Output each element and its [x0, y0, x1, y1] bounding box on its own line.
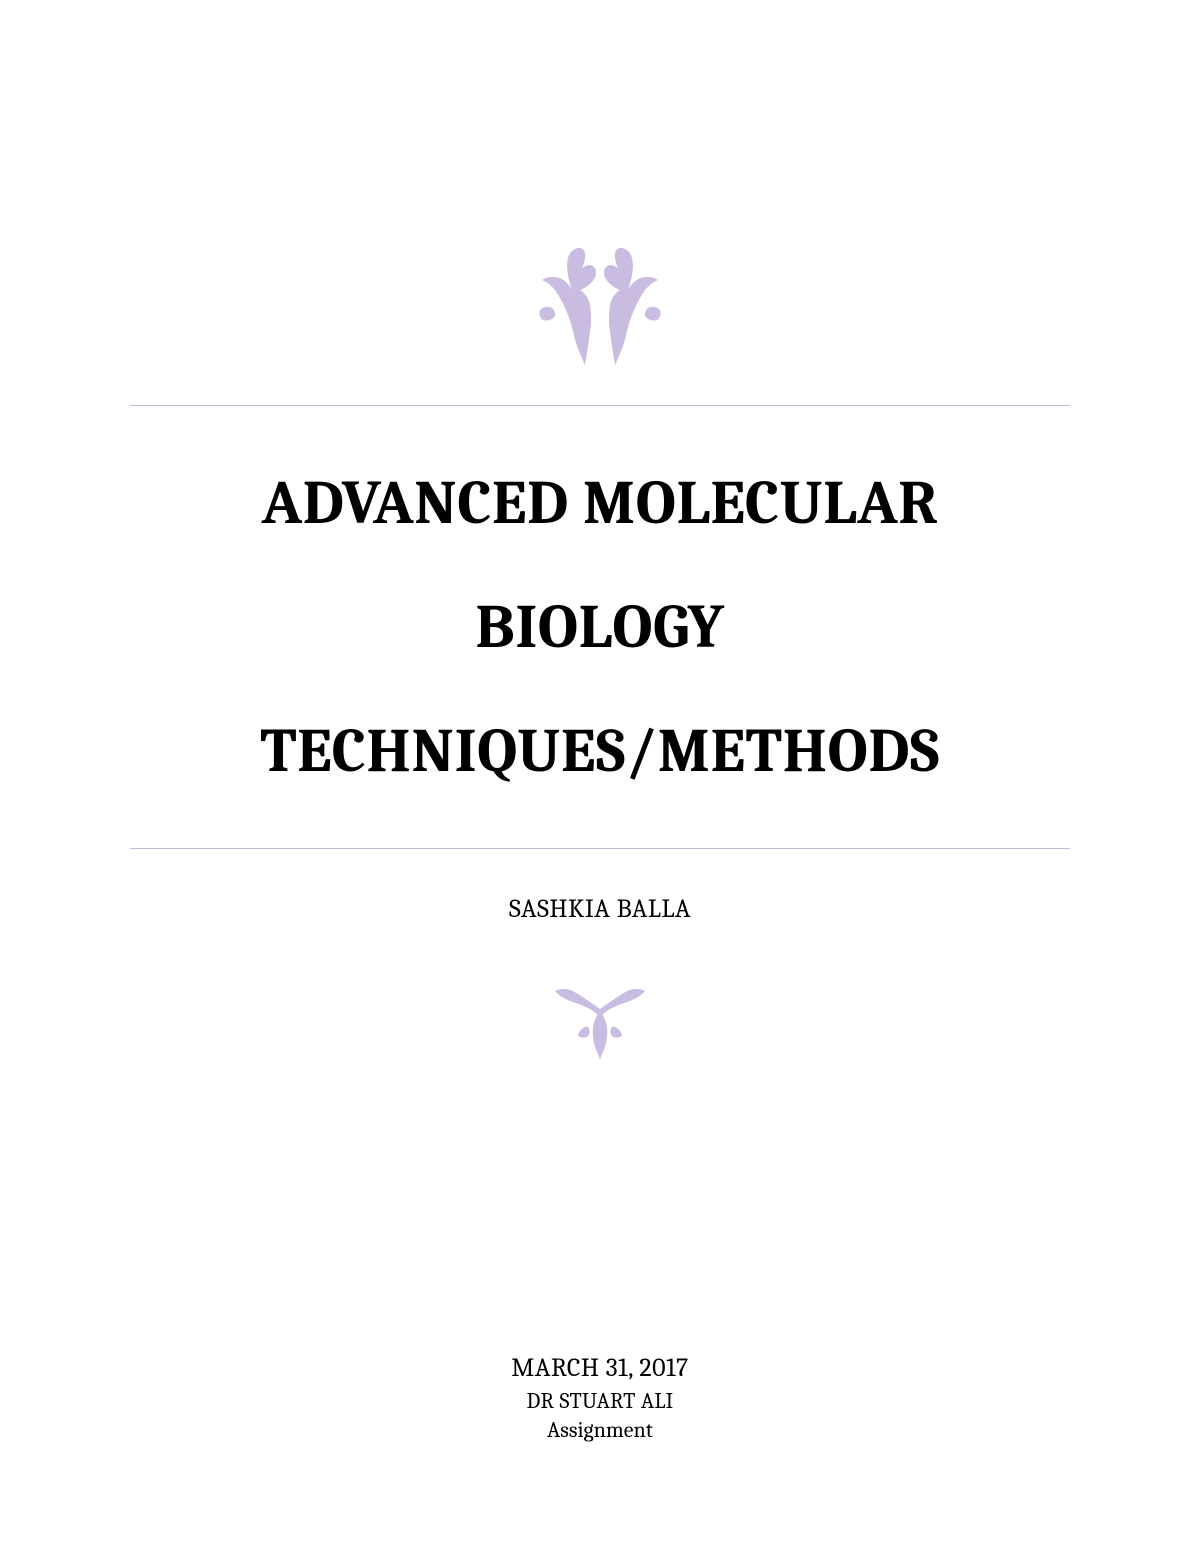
instructor-name: DR STUART ALI [0, 1388, 1200, 1414]
document-date: MARCH 31, 2017 [0, 1353, 1200, 1383]
document-type-label: Assignment [0, 1417, 1200, 1443]
top-divider [130, 405, 1070, 406]
top-flourish-icon [510, 240, 690, 370]
document-title: ADVANCED MOLECULAR BIOLOGY TECHNIQUES/ME… [130, 441, 1070, 813]
footer-block: MARCH 31, 2017 DR STUART ALI Assignment [0, 1353, 1200, 1443]
bottom-flourish-icon [545, 979, 655, 1064]
author-name: SASHKIA BALLA [509, 894, 691, 924]
cover-page: ADVANCED MOLECULAR BIOLOGY TECHNIQUES/ME… [0, 0, 1200, 1553]
bottom-divider [130, 848, 1070, 849]
